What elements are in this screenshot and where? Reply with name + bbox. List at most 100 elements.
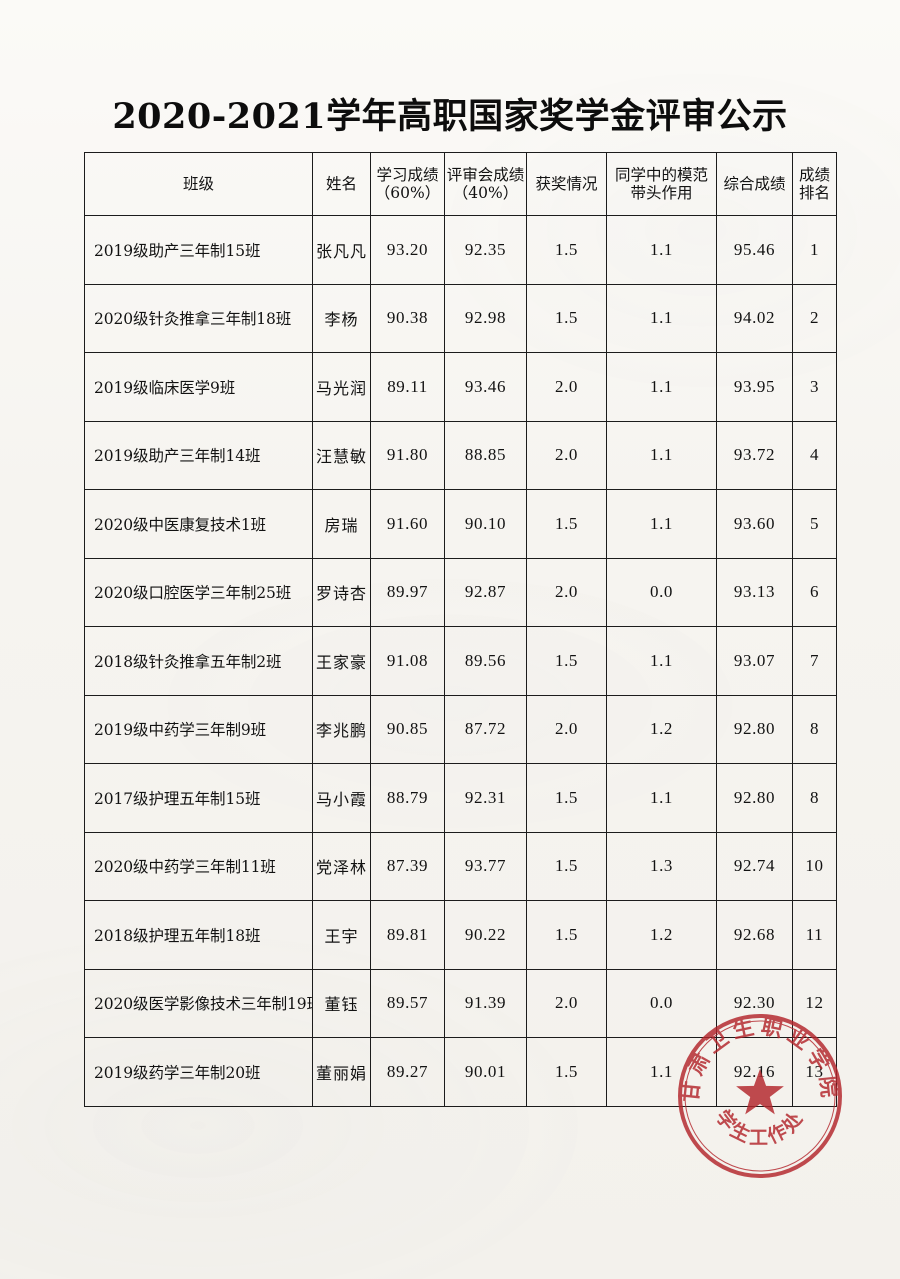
cell-rank: 4 bbox=[792, 420, 837, 490]
column-header-role-model-line2: 带头作用 bbox=[630, 184, 693, 202]
cell-name: 马光润 bbox=[312, 352, 371, 422]
svg-text:学生工作处: 学生工作处 bbox=[711, 1105, 809, 1149]
cell-name: 李杨 bbox=[312, 283, 371, 353]
cell-rank: 11 bbox=[792, 900, 837, 970]
table-row: 2019级临床医学9班 马光润 89.11 93.46 2.0 1.1 93.9… bbox=[84, 352, 837, 422]
cell-study-score: 91.60 bbox=[370, 489, 445, 559]
cell-rank: 10 bbox=[792, 831, 837, 901]
cell-total-score: 92.80 bbox=[716, 694, 793, 764]
cell-total-score: 92.16 bbox=[716, 1037, 793, 1107]
cell-role-model: 1.1 bbox=[606, 626, 717, 696]
cell-class: 2019级助产三年制14班 bbox=[84, 420, 313, 490]
cell-awards: 1.5 bbox=[526, 283, 607, 353]
cell-role-model: 0.0 bbox=[606, 557, 717, 627]
cell-study-score: 89.27 bbox=[370, 1037, 445, 1107]
cell-panel-score: 92.31 bbox=[444, 763, 527, 833]
cell-panel-score: 87.72 bbox=[444, 694, 527, 764]
scholarship-table-container: 班级 姓名 学习成绩 （60%） 评审会成绩 （40%） bbox=[84, 152, 837, 1107]
table-row: 2019级药学三年制20班 董丽娟 89.27 90.01 1.5 1.1 92… bbox=[84, 1037, 837, 1107]
cell-name: 罗诗杏 bbox=[312, 557, 371, 627]
cell-rank: 3 bbox=[792, 352, 837, 422]
cell-role-model: 1.1 bbox=[606, 352, 717, 422]
cell-awards: 1.5 bbox=[526, 1037, 607, 1107]
table-row: 2019级助产三年制14班 汪慧敏 91.80 88.85 2.0 1.1 93… bbox=[84, 420, 837, 490]
cell-role-model: 1.1 bbox=[606, 215, 717, 285]
cell-rank: 5 bbox=[792, 489, 837, 559]
cell-total-score: 93.07 bbox=[716, 626, 793, 696]
cell-awards: 1.5 bbox=[526, 626, 607, 696]
cell-rank: 13 bbox=[792, 1037, 837, 1107]
cell-awards: 1.5 bbox=[526, 763, 607, 833]
column-header-name: 姓名 bbox=[312, 152, 371, 216]
column-header-rank-line2: 排名 bbox=[798, 184, 830, 202]
table-row: 2020级医学影像技术三年制19班 董钰 89.57 91.39 2.0 0.0… bbox=[84, 968, 837, 1038]
cell-class: 2018级护理五年制18班 bbox=[84, 900, 313, 970]
column-header-awards-line1: 获奖情况 bbox=[535, 174, 598, 193]
table-row: 2017级护理五年制15班 马小霞 88.79 92.31 1.5 1.1 92… bbox=[84, 763, 837, 833]
cell-panel-score: 93.46 bbox=[444, 352, 527, 422]
cell-panel-score: 92.35 bbox=[444, 215, 527, 285]
cell-role-model: 1.2 bbox=[606, 694, 717, 764]
cell-study-score: 93.20 bbox=[370, 215, 445, 285]
cell-name: 张凡凡 bbox=[312, 215, 371, 285]
column-header-rank-line1: 成绩 bbox=[798, 165, 830, 184]
cell-panel-score: 92.98 bbox=[444, 283, 527, 353]
cell-name: 董钰 bbox=[312, 968, 371, 1038]
cell-total-score: 92.80 bbox=[716, 763, 793, 833]
cell-awards: 2.0 bbox=[526, 420, 607, 490]
cell-class: 2019级助产三年制15班 bbox=[84, 215, 313, 285]
table-row: 2018级针灸推拿五年制2班 王家豪 91.08 89.56 1.5 1.1 9… bbox=[84, 626, 837, 696]
cell-study-score: 87.39 bbox=[370, 831, 445, 901]
cell-rank: 12 bbox=[792, 968, 837, 1038]
column-header-class-line1: 班级 bbox=[182, 174, 214, 193]
table-row: 2020级针灸推拿三年制18班 李杨 90.38 92.98 1.5 1.1 9… bbox=[84, 283, 837, 353]
cell-class: 2020级医学影像技术三年制19班 bbox=[84, 968, 313, 1038]
cell-total-score: 93.13 bbox=[716, 557, 793, 627]
cell-role-model: 1.1 bbox=[606, 1037, 717, 1107]
cell-name: 党泽林 bbox=[312, 831, 371, 901]
cell-rank: 1 bbox=[792, 215, 837, 285]
column-header-panel-score-line2: （40%） bbox=[452, 184, 519, 202]
column-header-total-score-line1: 综合成绩 bbox=[723, 174, 786, 193]
cell-name: 董丽娟 bbox=[312, 1037, 371, 1107]
column-header-name-line1: 姓名 bbox=[325, 174, 357, 193]
column-header-role-model: 同学中的模范 带头作用 bbox=[606, 152, 717, 216]
column-header-total-score: 综合成绩 bbox=[716, 152, 793, 216]
table-body: 2019级助产三年制15班 张凡凡 93.20 92.35 1.5 1.1 95… bbox=[84, 215, 837, 1107]
cell-class: 2020级中药学三年制11班 bbox=[84, 831, 313, 901]
cell-rank: 8 bbox=[792, 763, 837, 833]
cell-role-model: 0.0 bbox=[606, 968, 717, 1038]
cell-role-model: 1.1 bbox=[606, 489, 717, 559]
column-header-panel-score-line1: 评审会成绩 bbox=[446, 165, 525, 184]
cell-name: 李兆鹏 bbox=[312, 694, 371, 764]
table-row: 2019级中药学三年制9班 李兆鹏 90.85 87.72 2.0 1.2 92… bbox=[84, 694, 837, 764]
cell-study-score: 90.85 bbox=[370, 694, 445, 764]
cell-panel-score: 91.39 bbox=[444, 968, 527, 1038]
cell-total-score: 94.02 bbox=[716, 283, 793, 353]
cell-study-score: 89.57 bbox=[370, 968, 445, 1038]
cell-panel-score: 88.85 bbox=[444, 420, 527, 490]
cell-study-score: 90.38 bbox=[370, 283, 445, 353]
cell-total-score: 95.46 bbox=[716, 215, 793, 285]
column-header-class: 班级 bbox=[84, 152, 313, 216]
cell-awards: 1.5 bbox=[526, 215, 607, 285]
cell-class: 2020级针灸推拿三年制18班 bbox=[84, 283, 313, 353]
cell-total-score: 92.30 bbox=[716, 968, 793, 1038]
table-row: 2020级中医康复技术1班 房瑞 91.60 90.10 1.5 1.1 93.… bbox=[84, 489, 837, 559]
cell-awards: 2.0 bbox=[526, 968, 607, 1038]
cell-awards: 1.5 bbox=[526, 831, 607, 901]
cell-panel-score: 89.56 bbox=[444, 626, 527, 696]
cell-class: 2020级中医康复技术1班 bbox=[84, 489, 313, 559]
cell-awards: 2.0 bbox=[526, 694, 607, 764]
cell-awards: 2.0 bbox=[526, 352, 607, 422]
cell-study-score: 89.11 bbox=[370, 352, 445, 422]
column-header-role-model-line1: 同学中的模范 bbox=[614, 165, 708, 184]
cell-class: 2019级药学三年制20班 bbox=[84, 1037, 313, 1107]
cell-name: 房瑞 bbox=[312, 489, 371, 559]
cell-total-score: 92.68 bbox=[716, 900, 793, 970]
cell-total-score: 93.72 bbox=[716, 420, 793, 490]
page-title: 2020-2021学年高职国家奖学金评审公示 bbox=[112, 96, 788, 137]
cell-panel-score: 90.22 bbox=[444, 900, 527, 970]
cell-panel-score: 93.77 bbox=[444, 831, 527, 901]
cell-awards: 1.5 bbox=[526, 489, 607, 559]
